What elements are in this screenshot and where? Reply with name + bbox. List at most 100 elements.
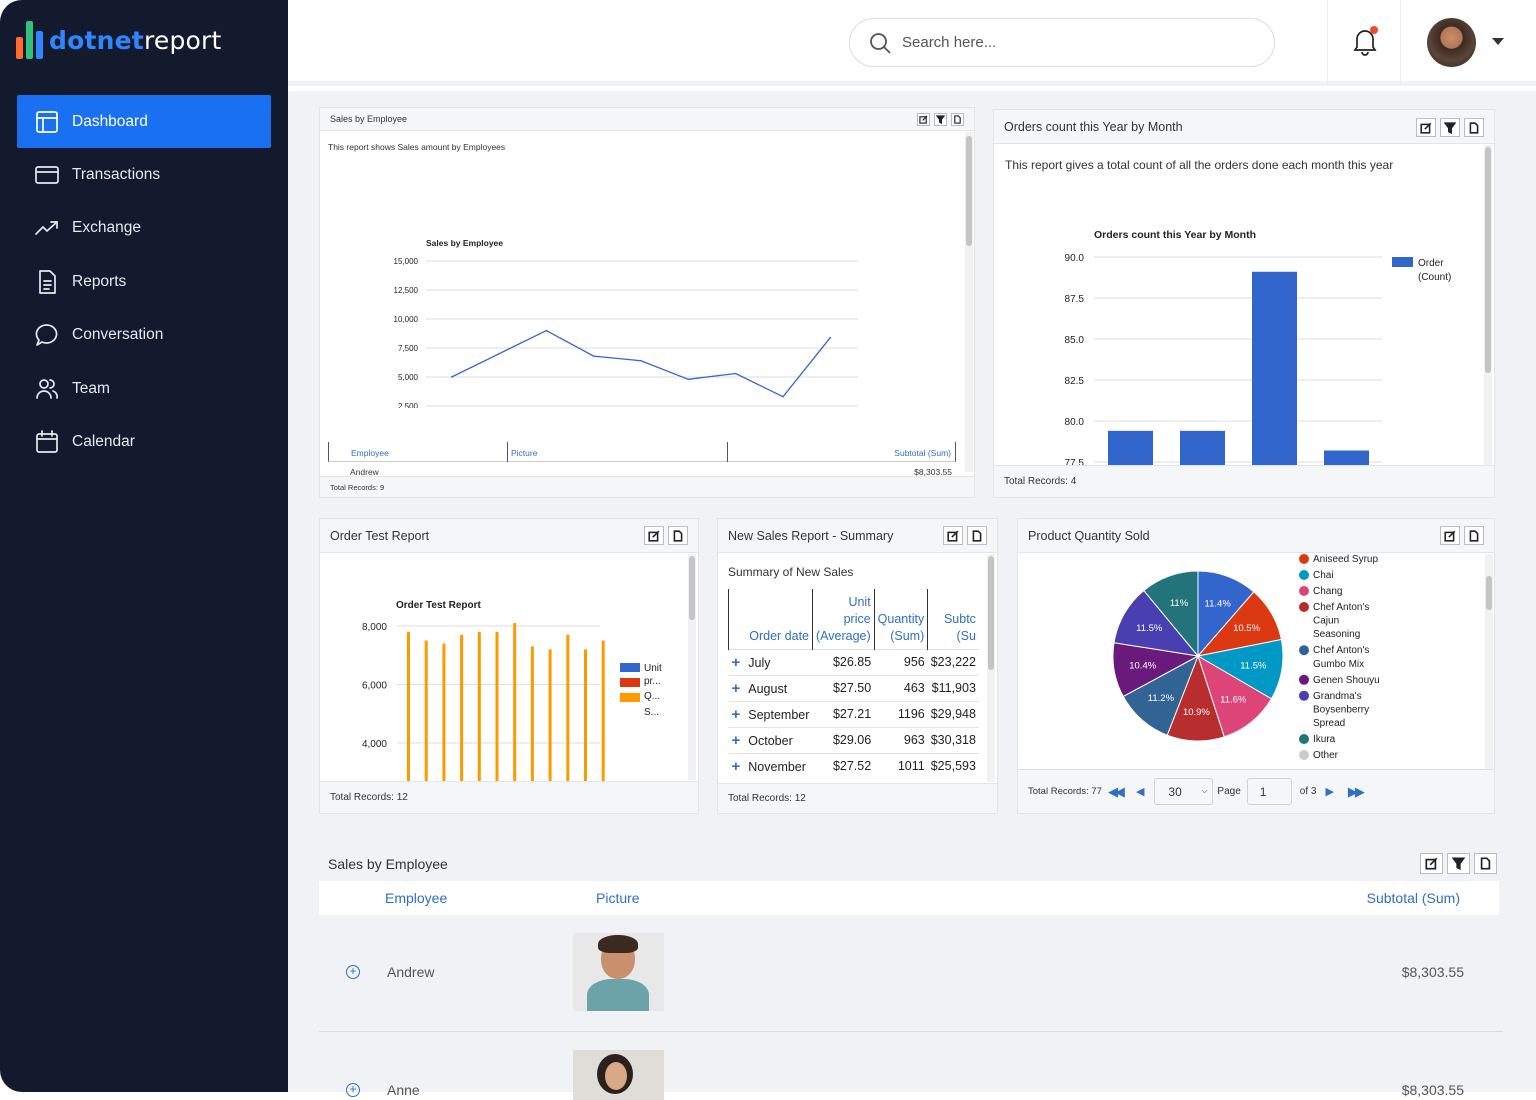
edit-icon [947, 530, 959, 542]
expand-row-icon[interactable]: + [731, 653, 741, 671]
slice-label: 11.5% [1136, 623, 1163, 634]
sidebar-item-transactions[interactable]: Transactions [17, 148, 271, 201]
column-header[interactable]: Order date [728, 589, 813, 649]
sidebar-item-exchange[interactable]: Exchange [17, 202, 271, 255]
bar [477, 631, 481, 782]
column-header[interactable]: Quantity (Sum) [873, 589, 928, 649]
y-tick-label: 10,000 [394, 315, 419, 324]
edit-button[interactable] [1416, 118, 1436, 137]
last-page-icon[interactable]: ▶▶ [1347, 783, 1365, 799]
row-subtotal: $8,303.55 [1401, 964, 1464, 980]
credit-card-icon [35, 166, 59, 184]
scrollbar[interactable] [987, 554, 995, 782]
export-button[interactable] [951, 113, 964, 126]
bar [407, 631, 410, 782]
first-page-icon[interactable]: ◀◀ [1107, 783, 1125, 799]
cell-qty: 1196 [874, 700, 928, 727]
bar [1252, 271, 1297, 468]
expand-row-icon[interactable]: + [731, 679, 741, 697]
legend-swatch [1299, 586, 1309, 596]
filter-icon [936, 115, 945, 124]
filter-button[interactable] [1447, 853, 1470, 874]
export-icon [972, 529, 982, 542]
edit-button[interactable] [644, 526, 664, 545]
chevron-down-icon[interactable] [1492, 38, 1504, 45]
page-value: 1 [1259, 784, 1267, 799]
search-box[interactable] [849, 18, 1275, 67]
panel-actions [1440, 526, 1484, 545]
sidebar-item-dashboard[interactable]: Dashboard [17, 95, 271, 148]
cell-price: $27.21 [812, 700, 875, 727]
panel-actions [1420, 853, 1497, 874]
table-row[interactable]: + Anne $8,303.55 [319, 1033, 1503, 1100]
table-row[interactable]: + September $27.21 1196 $29,948 [728, 700, 979, 727]
new-sales-summary-panel: New Sales Report - Summary Summary of Ne… [717, 518, 998, 814]
table-row[interactable]: + July $26.85 956 $23,222 [728, 648, 979, 675]
header-picture[interactable]: Picture [511, 448, 538, 458]
scrollbar[interactable] [688, 554, 696, 780]
sidebar-item-calendar[interactable]: Calendar [17, 415, 271, 468]
panel-footer: Total Records: 12 [320, 781, 698, 813]
row-employee: Andrew [350, 467, 379, 477]
expand-row-icon[interactable]: + [346, 1083, 360, 1097]
export-button[interactable] [1474, 853, 1497, 874]
table-row[interactable]: + October $29.06 963 $30,318 [728, 726, 979, 753]
export-button[interactable] [967, 526, 987, 545]
header-employee[interactable]: Employee [351, 448, 389, 458]
bar [584, 649, 587, 782]
expand-row-icon[interactable]: + [731, 731, 741, 749]
expand-row-icon[interactable]: + [731, 705, 741, 723]
export-button[interactable] [1464, 526, 1484, 545]
sidebar-item-reports[interactable]: Reports [17, 255, 271, 308]
expand-row-icon[interactable]: + [346, 965, 360, 979]
user-avatar[interactable] [1427, 18, 1476, 67]
bell-icon [1353, 30, 1377, 56]
column-header[interactable]: Subtc (Su [927, 589, 979, 649]
page-input[interactable]: 1 [1246, 778, 1292, 805]
legend-label: Grandma's [1313, 691, 1362, 702]
sidebar-item-conversation[interactable]: Conversation [17, 309, 271, 362]
edit-button[interactable] [917, 113, 930, 126]
notification-button[interactable] [1351, 26, 1379, 58]
scrollbar[interactable] [1484, 145, 1492, 465]
next-page-icon[interactable]: ▶ [1325, 786, 1334, 798]
filter-button[interactable] [934, 113, 947, 126]
bar [530, 646, 534, 782]
header-subtotal[interactable]: Subtotal (Sum) [894, 448, 951, 458]
brand-logo[interactable]: dotnetreport [16, 20, 222, 60]
bar [601, 640, 605, 782]
column-header[interactable]: Unit price (Average) [812, 589, 875, 649]
embedded-table-header: Employee Picture Subtotal (Sum) [328, 442, 956, 462]
header-picture[interactable]: Picture [596, 890, 640, 906]
cell-subtotal: $30,318 [927, 726, 979, 753]
table-row[interactable]: + Andrew $8,303.55 [319, 917, 1503, 1032]
scrollbar[interactable] [1485, 554, 1493, 770]
filter-button[interactable] [1440, 118, 1460, 137]
header-employee[interactable]: Employee [385, 890, 448, 906]
column-header-line: (Su [956, 628, 976, 643]
bar [513, 623, 517, 782]
legend-swatch [1299, 674, 1309, 685]
legend-label: S... [644, 707, 659, 718]
cell-price: $29.06 [812, 726, 875, 753]
prev-page-icon[interactable]: ◀ [1135, 786, 1145, 798]
header-subtotal[interactable]: Subtotal (Sum) [1366, 890, 1460, 906]
sidebar-item-team[interactable]: Team [17, 362, 271, 415]
table-row[interactable]: + November $27.52 1011 $25,593 [728, 752, 979, 779]
table-row[interactable]: + August $27.50 463 $11,903 [728, 674, 979, 701]
edit-button[interactable] [1440, 526, 1460, 545]
search-input[interactable] [902, 34, 1222, 51]
order-test-bar-chart: Order Test Report 8,000 6,000 4,000 Unit pr..… [362, 600, 662, 782]
edit-button[interactable] [943, 526, 963, 545]
expand-row-icon[interactable]: + [731, 757, 741, 775]
edit-button[interactable] [1420, 853, 1443, 874]
page-size-select[interactable]: 30 ⌵ [1154, 778, 1214, 805]
export-button[interactable] [668, 526, 688, 545]
brand-name: dotnetreport [49, 25, 222, 55]
column-header-line: Order date [749, 628, 809, 643]
legend-label: pr... [644, 676, 661, 687]
export-button[interactable] [1464, 118, 1484, 137]
sidebar-item-label: Transactions [72, 165, 161, 183]
scrollbar[interactable] [965, 132, 973, 472]
cell-subtotal: $11,903 [927, 674, 979, 701]
